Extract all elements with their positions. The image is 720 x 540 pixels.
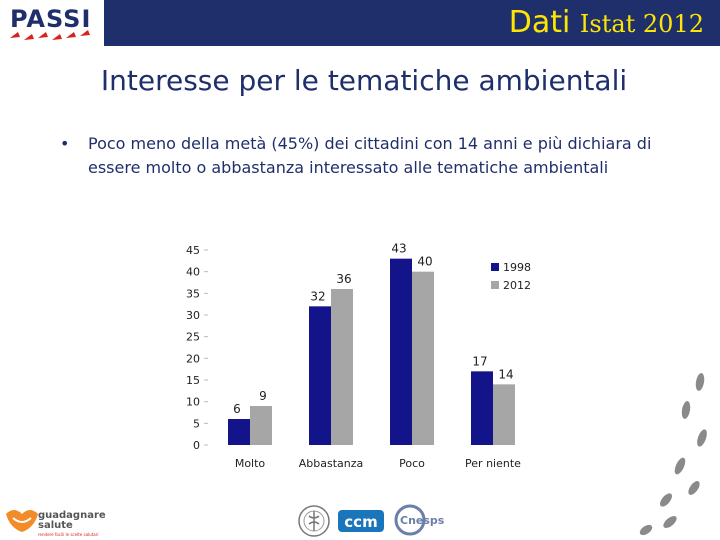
- y-tick-label: 0: [193, 439, 200, 452]
- y-tick-label: 25: [186, 331, 200, 344]
- y-tick-label: 20: [186, 352, 200, 365]
- bar-1998-4: [471, 371, 493, 445]
- bar-2012-3: [412, 271, 434, 445]
- y-tick-label: 35: [186, 287, 200, 300]
- x-axis-labels: Molto Abbastanza Poco Per niente: [235, 457, 521, 470]
- header-title-rest: Istat 2012: [579, 10, 704, 38]
- x-tick-label: Molto: [235, 457, 266, 470]
- legend-label-2012: 2012: [503, 279, 531, 292]
- bar-2012-2: [331, 289, 353, 445]
- bar-1998-1: [228, 419, 250, 445]
- guadagnare-salute-logo-icon: guadagnare salute rendere facili le scel…: [6, 510, 106, 537]
- legend-swatch-2012: [491, 281, 499, 289]
- y-tick-label: 5: [193, 417, 200, 430]
- guadagnare-text: guadagnare: [38, 510, 106, 521]
- salute-text: salute: [38, 520, 73, 531]
- y-tick-label: 10: [186, 396, 200, 409]
- bullet-text: Poco meno della metà (45%) dei cittadini…: [88, 134, 652, 177]
- data-label: 36: [336, 272, 351, 286]
- footprints-icon: [639, 373, 707, 536]
- cnesps-text: Cnesps: [400, 514, 444, 527]
- bar-1998-2: [309, 306, 331, 445]
- x-tick-label: Abbastanza: [299, 457, 364, 470]
- bar-2012-1: [250, 406, 272, 445]
- data-label: 6: [233, 402, 241, 416]
- data-label: 17: [472, 354, 487, 368]
- legend-swatch-1998: [491, 263, 499, 271]
- data-label: 14: [498, 367, 513, 381]
- passi-logo-text: PASSI: [10, 5, 91, 33]
- iss-seal-icon: [298, 505, 330, 537]
- slide-title: Interesse per le tematiche ambientali: [100, 64, 628, 97]
- chart-bars: 6 9 32 36 43 40 17 14: [228, 242, 515, 445]
- y-tick-label: 30: [186, 309, 200, 322]
- y-tick-label: 45: [186, 244, 200, 257]
- chart-legend: 1998 2012: [491, 261, 531, 292]
- y-tick-label: 15: [186, 374, 200, 387]
- x-tick-label: Poco: [399, 457, 425, 470]
- cnesps-logo-icon: Cnesps: [394, 504, 444, 536]
- y-tick-label: 40: [186, 266, 200, 279]
- legend-label-1998: 1998: [503, 261, 531, 274]
- bar-1998-3: [390, 258, 412, 445]
- bullet-item: • Poco meno della metà (45%) dei cittadi…: [60, 132, 680, 180]
- data-label: 43: [391, 242, 406, 256]
- header-logo-area: PASSI: [0, 0, 106, 46]
- header-title: Dati Istat 2012: [509, 4, 704, 43]
- bar-chart: 0 5 10 15 20 25 30 35 40 45 6 9 32 36 43 40 17 14 Molto A…: [186, 242, 531, 470]
- ccm-text: ccm: [344, 513, 377, 531]
- data-label: 32: [310, 289, 325, 303]
- header-title-main: Dati: [508, 5, 571, 40]
- ccm-logo-icon: ccm: [338, 510, 384, 532]
- data-label: 9: [259, 389, 267, 403]
- passi-logo-icon: PASSI: [10, 5, 91, 40]
- data-label: 40: [417, 255, 432, 269]
- bar-2012-4: [493, 384, 515, 445]
- x-tick-label: Per niente: [465, 457, 521, 470]
- guadagnare-tagline: rendere facili le scelte salutari: [38, 532, 98, 537]
- header-bar: Dati Istat 2012: [106, 0, 720, 46]
- y-axis: 0 5 10 15 20 25 30 35 40 45: [186, 244, 208, 452]
- bullet-dot: •: [60, 134, 70, 153]
